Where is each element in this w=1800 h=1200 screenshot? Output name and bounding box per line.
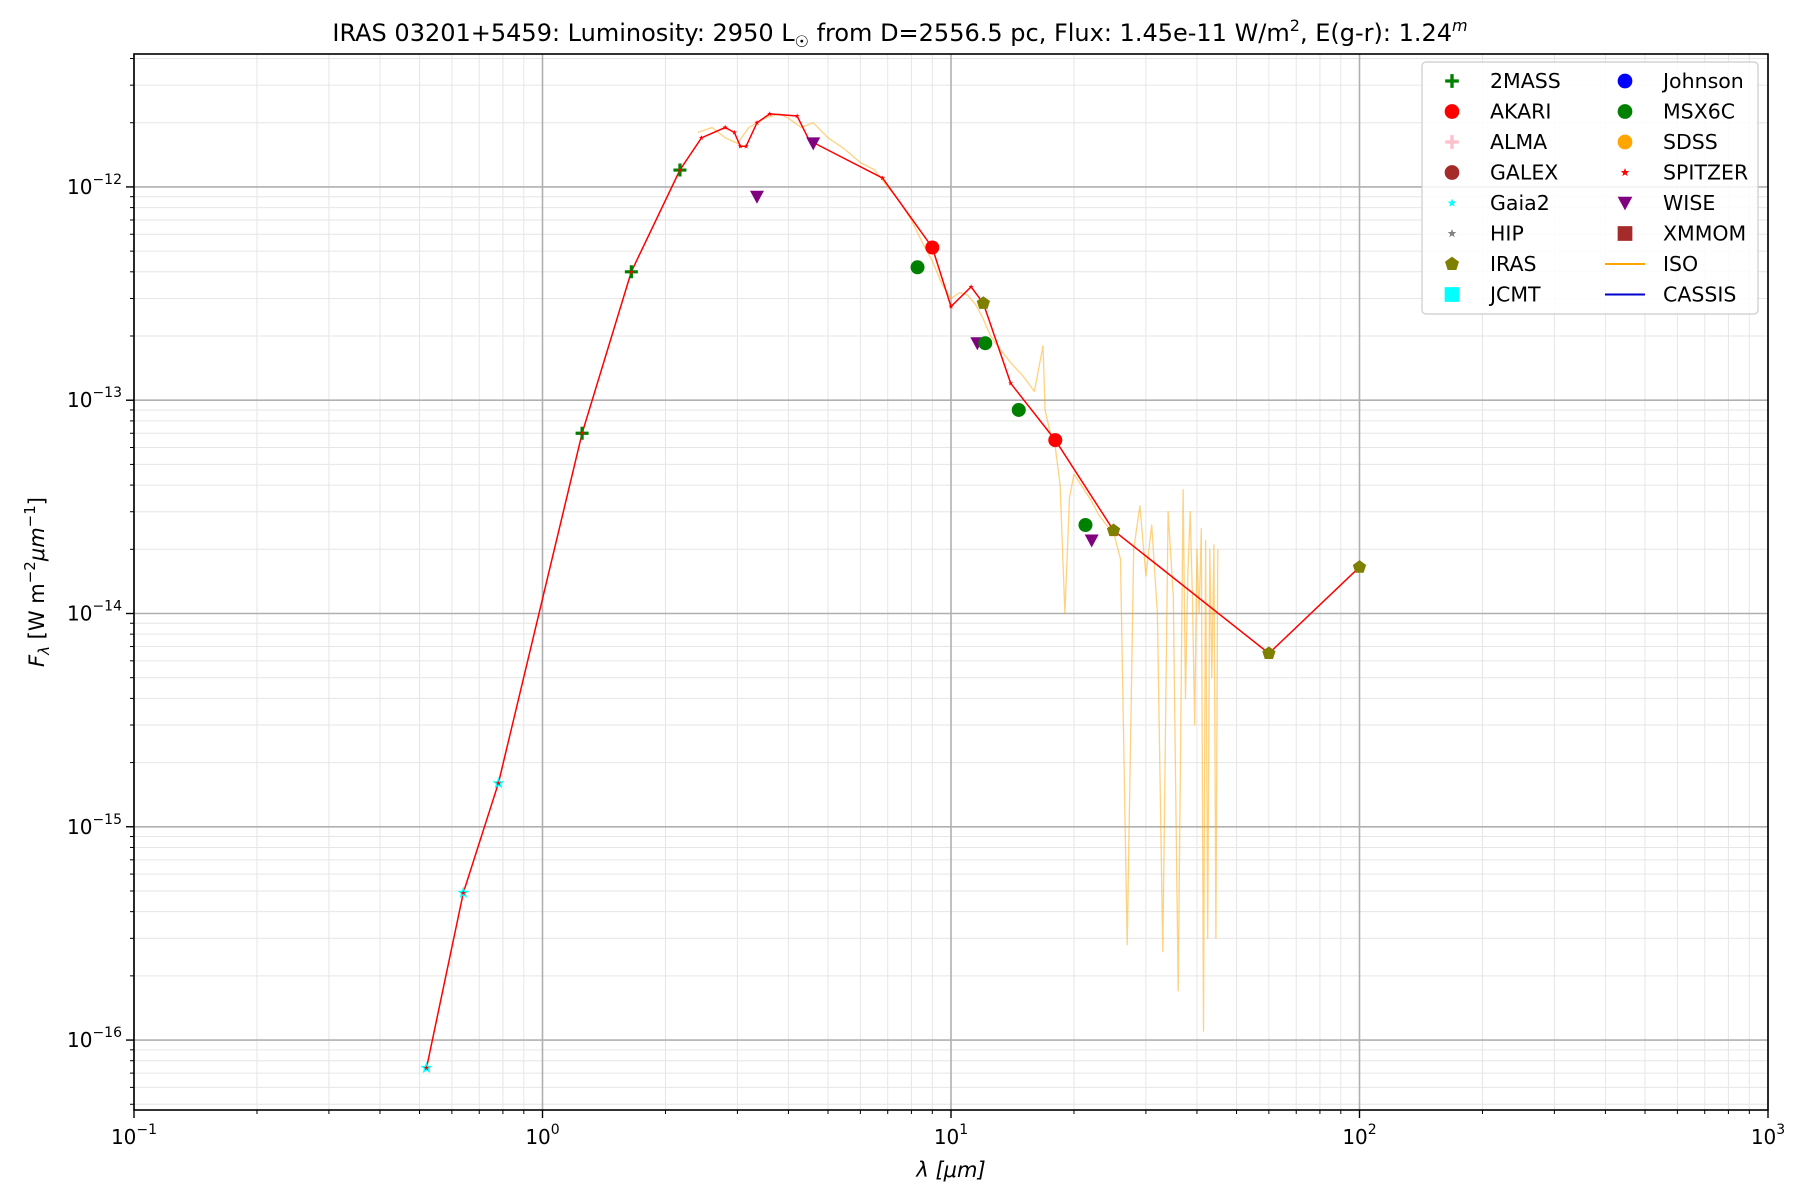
spitzer-point [794,113,800,119]
legend-iso-label: ISO [1663,252,1698,276]
wise-point [806,137,821,151]
msx6c-point [1011,402,1026,417]
iras-point [1106,523,1121,537]
spitzer-point [731,129,737,135]
legend-sdss-marker [1617,134,1633,150]
y-tick-label: 10−16 [67,1025,122,1052]
akari-point [925,240,940,255]
legend-akari-label: AKARI [1490,100,1551,124]
msx6c-point [978,336,993,351]
akari-point [1048,433,1063,448]
spitzer-point [628,269,634,274]
spitzer-point [737,143,743,149]
chart-title: IRAS 03201+5459: Luminosity: 2950 L☉ fro… [332,16,1467,51]
legend-wise-label: WISE [1663,191,1715,215]
legend-hip-marker [1447,229,1457,238]
legend-sdss-label: SDSS [1663,130,1718,154]
y-tick-label: 10−13 [67,385,122,412]
legend-2mass-marker [1445,74,1459,88]
photometry-points-layer [420,111,1367,1074]
legend-jcmt-label: JCMT [1488,283,1541,307]
msx6c-point [1078,517,1093,532]
spitzer-point [423,1065,430,1071]
x-tick-label: 102 [1342,1122,1376,1149]
legend-gaia2-label: Gaia2 [1490,191,1550,215]
legend-hip-label: HIP [1490,222,1524,246]
spitzer-point [948,303,954,309]
iras-point [1262,646,1276,660]
legend-johnson-label: Johnson [1661,69,1744,93]
legend-cassis-label: CASSIS [1663,283,1736,307]
x-axis-label: λ [μm] [915,1158,985,1182]
spitzer-point [460,890,466,896]
legend-wise-marker [1617,196,1633,211]
spitzer-point [880,175,886,181]
legend-gaia2-marker [1447,198,1457,207]
spitzer-point [767,111,773,117]
y-axis-label: Fλ [W m−2μm−1] [21,497,53,667]
spitzer-point [722,124,728,130]
x-tick-label: 103 [1751,1122,1785,1149]
wise-point [749,190,764,204]
msx6c-point [910,260,925,275]
iso-spectrum-line [697,113,1219,1032]
legend-2mass-label: 2MASS [1490,69,1561,93]
legend-spitzer-marker [1620,168,1630,177]
legend-akari-marker [1444,104,1460,119]
legend-xmmom-marker [1617,226,1633,241]
spitzer-point [677,167,683,173]
spitzer-point [495,780,501,786]
x-tick-label: 100 [525,1122,559,1149]
y-tick-label: 10−12 [67,172,122,199]
spitzer-point [698,135,705,140]
x-tick-label: 10−1 [111,1122,157,1149]
legend-xmmom-label: XMMOM [1663,222,1746,246]
legend-galex-label: GALEX [1490,161,1558,185]
iras-point [976,296,990,309]
legend-box [1421,61,1759,315]
axis-tick-labels: 10−1 100 101 102 103 10−16 10−15 10−14 10−13 10−1… [67,172,1785,1149]
wise-point [1084,534,1099,548]
spitzer-point [579,430,585,436]
legend-jcmt-marker [1444,287,1460,302]
iso-spectrum-layer [697,113,1219,1032]
legend-alma-label: ALMA [1490,130,1547,154]
legend-iras-marker [1445,256,1459,270]
spitzer-point [754,120,760,125]
legend-iras-label: IRAS [1490,252,1537,276]
x-tick-label: 101 [934,1122,968,1149]
legend-spitzer-label: SPITZER [1663,161,1748,185]
legend-msx6c-label: MSX6C [1663,100,1735,124]
spitzer-point [743,143,749,149]
legend-galex-marker [1444,165,1460,180]
y-tick-label: 10−14 [67,598,122,625]
legend-msx6c-marker [1617,104,1633,119]
legend: 2MASS AKARI ALMA GALEX Gaia2 HIP IRAS JCMT Johns… [1421,61,1759,315]
spitzer-point [1008,380,1014,386]
spitzer-point [968,284,974,290]
legend-entries: 2MASS AKARI ALMA GALEX Gaia2 HIP IRAS JCMT Johns… [1444,69,1748,307]
plot-area [420,111,1367,1074]
iras-point [1352,560,1367,573]
legend-johnson-marker [1617,73,1633,89]
legend-alma-marker [1445,135,1459,149]
axis-ticks [126,58,1769,1118]
y-tick-label: 10−15 [67,812,122,839]
